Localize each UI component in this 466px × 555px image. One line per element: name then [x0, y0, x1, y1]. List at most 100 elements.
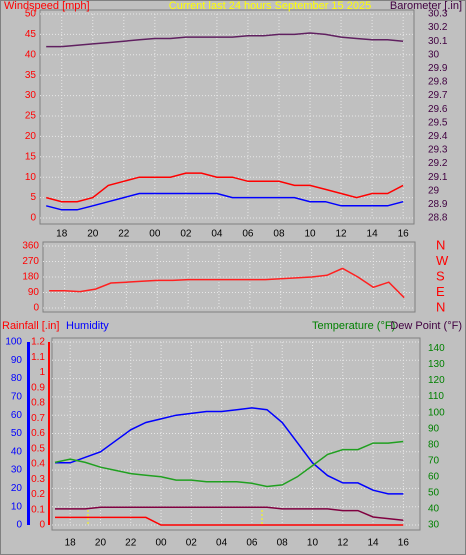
y-tick-label: 10	[11, 501, 23, 512]
y-tick-label: 60	[11, 410, 23, 421]
x-tick-label: 06	[246, 538, 258, 549]
y-tick-label: 29.3	[428, 145, 448, 156]
y-tick-label: 110	[428, 391, 444, 402]
y-tick-label: 0.3	[31, 474, 45, 485]
y-tick-label: 0	[33, 303, 39, 314]
x-tick-label: 02	[180, 229, 192, 240]
y-tick-label: 50	[428, 488, 440, 499]
y-tick-label: 140	[428, 343, 445, 354]
y-tick-label: 50	[25, 9, 37, 20]
y-tick-label: 29.1	[428, 172, 448, 183]
y-tick-label: 0.1	[31, 504, 45, 515]
y-tick-label: 40	[11, 446, 23, 457]
y-tick-label: 15	[25, 151, 37, 162]
y-tick-label: 30.1	[428, 36, 448, 47]
series-line	[49, 267, 405, 299]
x-tick-label: 04	[211, 229, 223, 240]
y-tick-label: 35	[25, 70, 37, 81]
y-tick-label: 5	[30, 192, 36, 203]
x-tick-label: 00	[155, 538, 167, 549]
x-tick-label: 14	[367, 229, 379, 240]
series-line	[46, 32, 404, 48]
series-line	[55, 516, 404, 526]
y-tick-label: 90	[28, 287, 40, 298]
y-tick-label: 45	[25, 29, 37, 40]
y-tick-label: 25	[25, 111, 37, 122]
y-tick-label: 0	[39, 520, 45, 531]
y-tick-label: 30	[428, 49, 440, 60]
chart-title: Current last 24 hours September 15 2025	[169, 0, 371, 12]
x-tick-label: 22	[118, 229, 130, 240]
series-line	[46, 192, 404, 211]
x-tick-label: 12	[335, 229, 347, 240]
x-tick-label: 16	[398, 229, 410, 240]
rain-axis-title: Rainfall [.in]	[2, 320, 59, 332]
dew-point-title: Dew Point (°F)	[390, 320, 462, 332]
y-tick-label: 120	[428, 375, 445, 386]
y-tick-label: 0	[30, 213, 36, 224]
x-tick-label: 18	[65, 538, 77, 549]
y2-axis-title: Barometer [.in]	[390, 0, 462, 12]
y-tick-label: 29.4	[428, 131, 448, 142]
y-tick-label: 29.6	[428, 104, 448, 115]
humidity-axis-bar	[27, 342, 30, 525]
y-tick-label: 0	[16, 520, 22, 531]
x-tick-label: 14	[367, 538, 379, 549]
y-tick-label: S	[436, 268, 445, 283]
y-tick-label: 0.4	[31, 459, 45, 470]
y-tick-label: 70	[428, 455, 440, 466]
series-line	[55, 506, 404, 521]
x-tick-label: 18	[56, 229, 68, 240]
y-tick-label: 30	[428, 520, 440, 531]
y-tick-label: 0.9	[31, 382, 45, 393]
x-tick-label: 12	[337, 538, 349, 549]
y-tick-label: 50	[11, 428, 23, 439]
y-tick-label: 0.6	[31, 428, 45, 439]
x-tick-label: 08	[277, 538, 289, 549]
rain-axis-bar	[48, 342, 50, 525]
y-tick-label: 180	[22, 272, 39, 283]
x-tick-label: 04	[216, 538, 228, 549]
y-tick-label: 80	[11, 373, 23, 384]
x-tick-label: 08	[273, 229, 285, 240]
y-tick-label: 130	[428, 359, 445, 370]
panel-frame	[39, 9, 415, 225]
y-tick-label: 60	[428, 471, 440, 482]
y-tick-label: 29	[428, 185, 440, 196]
y-tick-label: 10	[25, 172, 37, 183]
y-tick-label: 100	[5, 337, 22, 348]
y-axis-title: Windspeed [mph]	[4, 0, 90, 12]
series-line	[55, 407, 404, 495]
y-tick-label: 28.8	[428, 213, 448, 224]
y-tick-label: 1.2	[31, 337, 45, 348]
y2-axis-title: Temperature (°F)	[312, 320, 395, 332]
y-tick-label: 100	[428, 407, 445, 418]
y-tick-label: 20	[25, 131, 37, 142]
x-tick-label: 00	[149, 229, 161, 240]
x-tick-label: 10	[307, 538, 319, 549]
x-tick-label: 06	[242, 229, 254, 240]
y-tick-label: 28.9	[428, 199, 448, 210]
y-tick-label: 70	[11, 392, 23, 403]
x-tick-label: 10	[304, 229, 316, 240]
y-tick-label: 40	[428, 504, 440, 515]
y-tick-label: 29.9	[428, 63, 448, 74]
y-tick-label: 0.5	[31, 443, 45, 454]
y-tick-label: 1	[39, 367, 45, 378]
x-tick-label: 20	[87, 229, 99, 240]
series-line	[54, 440, 404, 488]
y-tick-label: 30.3	[428, 9, 448, 20]
y-tick-label: N	[436, 299, 445, 314]
y-tick-label: 20	[11, 483, 23, 494]
x-tick-label: 22	[125, 538, 137, 549]
y-tick-label: 30	[11, 465, 23, 476]
y-tick-label: 29.7	[428, 90, 448, 101]
x-tick-label: 02	[186, 538, 198, 549]
y-tick-label: 29.2	[428, 158, 448, 169]
y-tick-label: E	[436, 284, 445, 299]
y-tick-label: 30	[25, 90, 37, 101]
y-tick-label: 0.7	[31, 413, 45, 424]
y-tick-label: 90	[428, 423, 440, 434]
